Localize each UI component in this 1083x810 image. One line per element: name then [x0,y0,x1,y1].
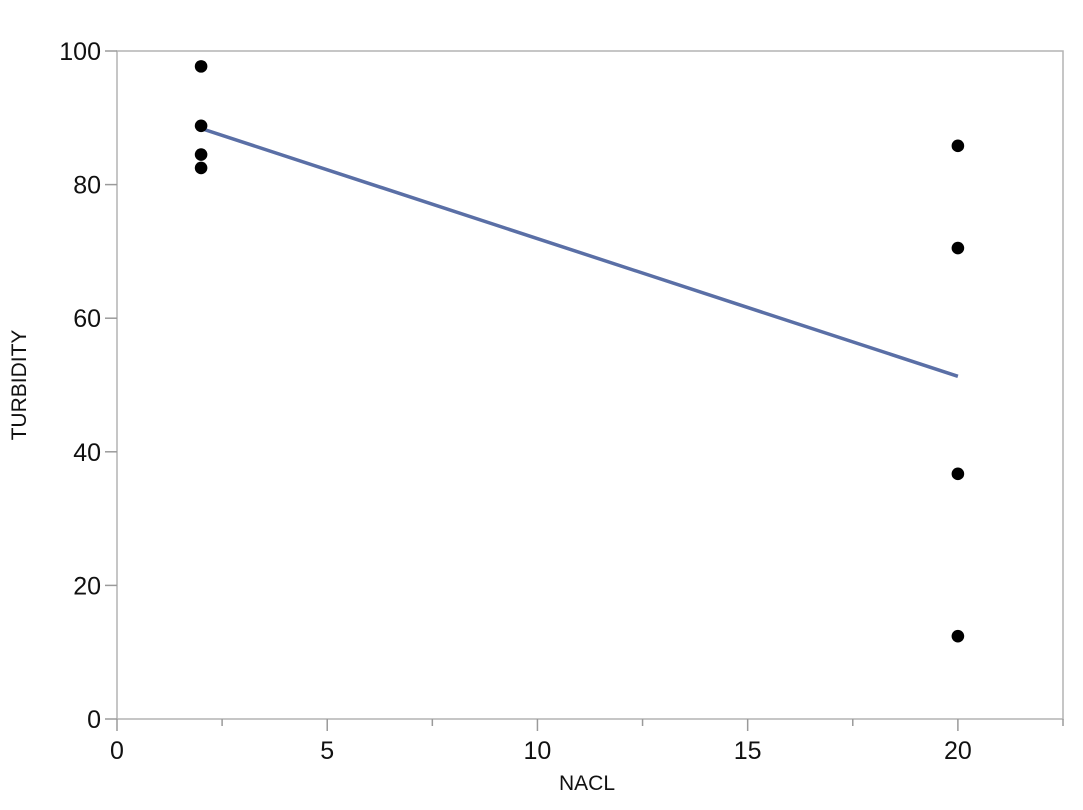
data-point-2 [194,148,208,161]
y-tick-label-2: 40 [73,439,101,467]
y-tick-label-1: 20 [73,572,101,600]
x-tick-label-4: 20 [944,737,972,765]
data-point-7 [951,629,965,643]
x-axis-title: NACL [559,772,615,795]
x-tick-label-0: 0 [110,737,124,765]
y-tick-label-0: 0 [87,706,101,734]
points-group [194,60,965,643]
data-point-3 [194,161,208,175]
y-tick-label-4: 80 [73,172,101,200]
x-tick-label-1: 5 [320,737,334,765]
y-tick-label-3: 60 [73,305,101,333]
data-point-4 [951,139,965,153]
y-axis: 0 20 40 60 80 100 [59,38,117,734]
data-point-0 [194,60,208,73]
x-axis: 0 5 10 15 20 [110,719,1064,765]
fit-line-group [200,126,959,378]
x-tick-label-3: 15 [734,737,762,765]
plot-frame [116,50,1064,720]
data-point-5 [951,241,965,255]
fit-line [200,126,959,378]
x-tick-label-2: 10 [524,737,552,765]
y-tick-label-5: 100 [59,38,101,66]
data-point-6 [951,467,965,481]
y-axis-title: TURBIDITY [8,330,31,441]
data-point-1 [194,119,208,133]
